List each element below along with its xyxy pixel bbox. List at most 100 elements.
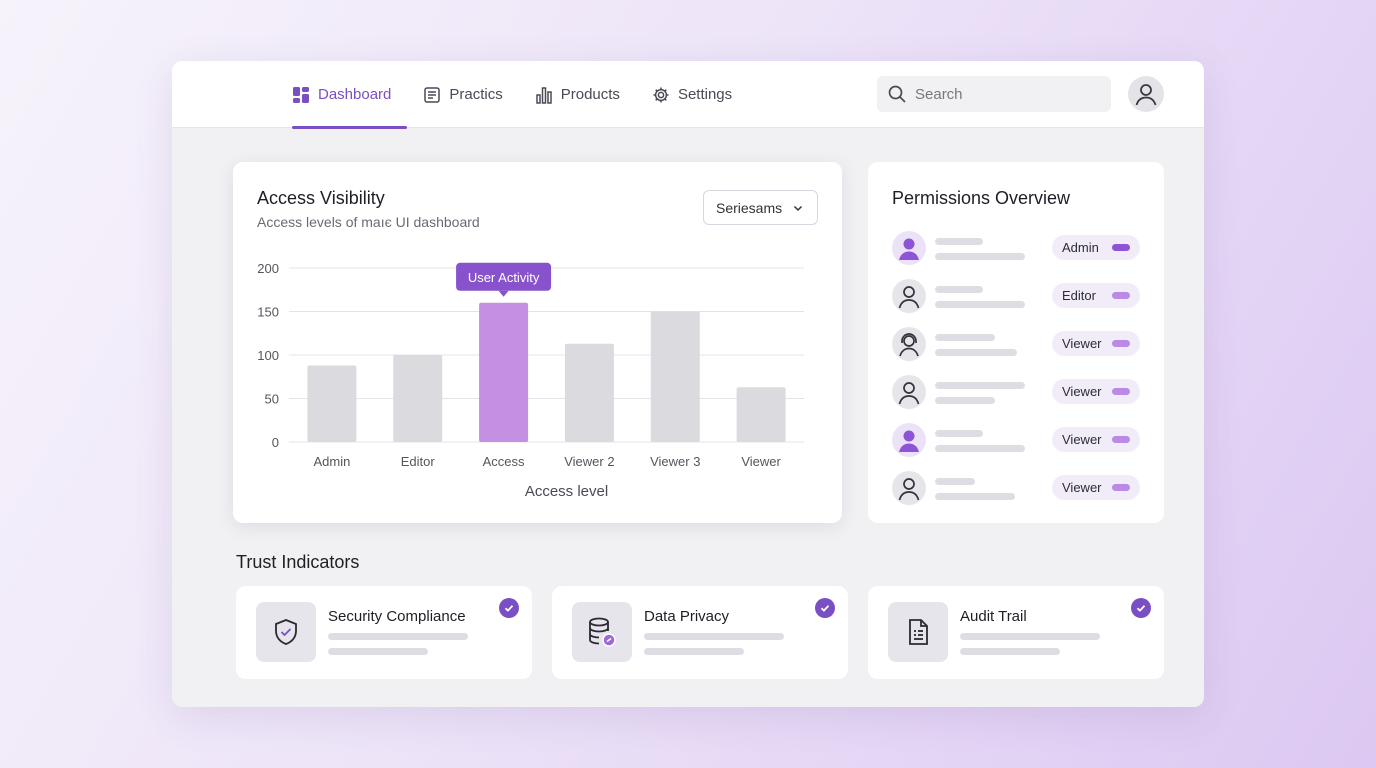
audit-document-icon bbox=[909, 619, 928, 645]
trust-label: Audit Trail bbox=[960, 608, 1027, 625]
role-label: Viewer bbox=[1062, 432, 1102, 447]
bar-viewer bbox=[736, 387, 786, 442]
permission-row[interactable]: Admin bbox=[892, 231, 1140, 267]
nav-label: Products bbox=[560, 86, 620, 103]
x-tick-label: Access bbox=[483, 454, 525, 469]
role-indicator bbox=[1112, 292, 1130, 299]
role-label: Viewer bbox=[1062, 480, 1102, 495]
x-tick-label: Admin bbox=[313, 454, 350, 469]
role-indicator bbox=[1112, 388, 1130, 395]
role-badge: Viewer bbox=[1052, 475, 1140, 500]
user-avatar[interactable] bbox=[1128, 76, 1164, 112]
x-tick-label: Viewer 3 bbox=[650, 454, 700, 469]
role-badge: Editor bbox=[1052, 283, 1140, 308]
permission-row[interactable]: Viewer bbox=[892, 471, 1140, 507]
tooltip-box bbox=[456, 262, 552, 291]
bar-access bbox=[479, 302, 529, 442]
y-tick-label: 50 bbox=[265, 392, 279, 407]
avatar bbox=[892, 375, 926, 409]
chevron-down-icon bbox=[794, 205, 803, 211]
dashboard-icon bbox=[293, 86, 309, 103]
role-indicator bbox=[1112, 484, 1130, 491]
y-tick-label: 100 bbox=[257, 348, 279, 363]
trust-icon-box bbox=[572, 602, 632, 662]
user-filled-icon bbox=[899, 238, 919, 260]
series-dropdown-value: Seriesams bbox=[716, 199, 783, 216]
top-bar: Dashboard Practics Products bbox=[172, 61, 1204, 129]
bar-editor bbox=[393, 355, 443, 442]
trust-label: Security Compliance bbox=[328, 608, 466, 625]
gear-icon bbox=[653, 87, 669, 102]
check-icon bbox=[499, 598, 519, 618]
chart-subtitle: Access levels of maıє UI dashboard bbox=[257, 214, 480, 230]
bar-viewer-3 bbox=[650, 311, 700, 442]
role-badge: Viewer bbox=[1052, 331, 1140, 356]
role-indicator bbox=[1112, 436, 1130, 443]
document-icon bbox=[424, 86, 441, 103]
search-icon bbox=[888, 85, 906, 103]
access-bar-chart: 0 50 100 150 200 Admin Editor Access User Activi… bbox=[257, 261, 804, 500]
permission-row[interactable]: Viewer bbox=[892, 423, 1140, 459]
role-label: Editor bbox=[1062, 288, 1096, 303]
trust-indicators-title: Trust Indicators bbox=[236, 552, 360, 572]
bar-chart-icon bbox=[535, 86, 552, 104]
trust-card-privacy[interactable]: Data Privacy bbox=[552, 586, 848, 679]
user-outline-icon bbox=[898, 382, 920, 405]
avatar bbox=[892, 471, 926, 505]
user-filled-icon bbox=[899, 430, 919, 452]
nav-item-practics[interactable]: Practics bbox=[423, 61, 518, 128]
trust-card-audit[interactable]: Audit Trail bbox=[868, 586, 1164, 679]
bar-viewer-2 bbox=[564, 343, 614, 442]
shield-check-icon bbox=[275, 619, 297, 645]
trust-icon-box bbox=[256, 602, 316, 662]
headset-user-icon bbox=[899, 333, 919, 357]
permissions-overview-card: Permissions Overview Admin Editor Viewer Vi… bbox=[868, 162, 1164, 523]
x-tick-label: Editor bbox=[401, 454, 436, 469]
nav-item-dashboard[interactable]: Dashboard bbox=[292, 61, 408, 129]
search-box bbox=[877, 76, 1111, 112]
app-window: Dashboard Practics Products bbox=[172, 61, 1204, 707]
y-tick-label: 0 bbox=[272, 435, 279, 450]
y-tick-label: 150 bbox=[257, 305, 279, 320]
permission-row[interactable]: Viewer bbox=[892, 327, 1140, 363]
role-badge: Admin bbox=[1052, 235, 1140, 260]
nav-item-products[interactable]: Products bbox=[535, 61, 636, 128]
role-label: Viewer bbox=[1062, 336, 1102, 351]
role-indicator bbox=[1112, 340, 1130, 347]
trust-icon-box bbox=[888, 602, 948, 662]
nav-label: Settings bbox=[677, 86, 733, 103]
trust-card-security[interactable]: Security Compliance bbox=[236, 586, 532, 679]
tooltip-text: User Activity bbox=[468, 270, 540, 285]
check-icon bbox=[815, 598, 835, 618]
main-nav: Dashboard Practics Products bbox=[292, 61, 764, 129]
check-icon bbox=[1131, 598, 1151, 618]
role-badge: Viewer bbox=[1052, 427, 1140, 452]
nav-label: Dashboard bbox=[318, 86, 392, 103]
avatar bbox=[892, 231, 926, 265]
x-tick-label: Viewer 2 bbox=[564, 454, 614, 469]
role-label: Viewer bbox=[1062, 384, 1102, 399]
permission-row[interactable]: Editor bbox=[892, 279, 1140, 315]
permissions-title: Permissions Overview bbox=[892, 188, 1071, 208]
nav-item-settings[interactable]: Settings bbox=[652, 61, 748, 128]
search-input[interactable] bbox=[915, 85, 1095, 103]
user-outline-icon bbox=[898, 478, 920, 501]
role-label: Admin bbox=[1062, 240, 1099, 255]
avatar bbox=[892, 423, 926, 457]
x-axis-label: Access level bbox=[525, 483, 608, 500]
y-tick-label: 200 bbox=[257, 261, 279, 276]
x-tick-label: Viewer bbox=[741, 454, 781, 469]
user-outline-icon bbox=[898, 286, 920, 309]
role-badge: Viewer bbox=[1052, 379, 1140, 404]
nav-label: Practics bbox=[449, 86, 503, 103]
role-indicator bbox=[1112, 244, 1130, 251]
series-dropdown[interactable]: Seriesams bbox=[703, 190, 818, 225]
bar-admin bbox=[307, 365, 357, 442]
tooltip-pointer bbox=[498, 290, 509, 297]
avatar bbox=[892, 327, 926, 361]
user-icon bbox=[1135, 84, 1157, 106]
trust-label: Data Privacy bbox=[644, 608, 730, 625]
permission-row[interactable]: Viewer bbox=[892, 375, 1140, 411]
avatar bbox=[892, 279, 926, 313]
access-visibility-card: Access Visibility Access levels of maıє … bbox=[233, 162, 842, 523]
